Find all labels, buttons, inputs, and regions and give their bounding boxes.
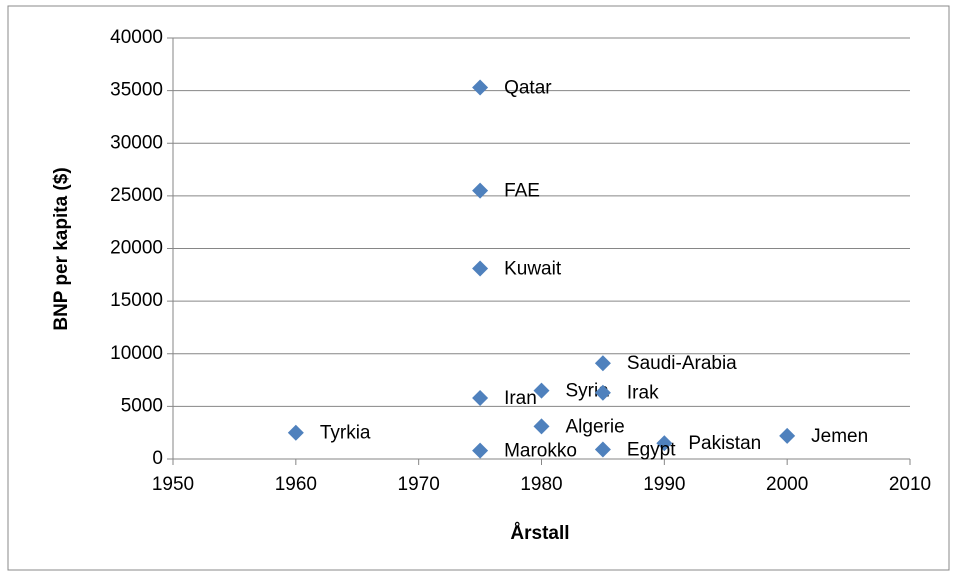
point-label: Iran [504, 388, 537, 409]
point [594, 355, 611, 372]
point-label: Pakistan [688, 433, 761, 454]
point-label: Syria [566, 381, 610, 402]
point-label: FAE [504, 181, 540, 202]
y-tick-label: 5000 [121, 395, 163, 416]
x-tick-label: 1970 [398, 474, 440, 495]
point-label: Egypt [627, 440, 676, 461]
point-label: Marokko [504, 441, 577, 462]
x-tick-label: 1990 [643, 474, 685, 495]
chart-frame [7, 5, 950, 571]
point-label: Qatar [504, 77, 552, 98]
point [656, 435, 673, 452]
point [533, 418, 550, 435]
point [472, 442, 489, 459]
y-tick-label: 15000 [110, 290, 163, 311]
x-tick-label: 2010 [889, 474, 931, 495]
y-tick-label: 35000 [110, 80, 163, 101]
point-label: Tyrkia [320, 423, 371, 444]
point [594, 384, 611, 401]
point [472, 182, 489, 199]
point [472, 260, 489, 277]
point-label: Saudi-Arabia [627, 353, 737, 374]
x-tick-label: 1960 [275, 474, 317, 495]
x-tick-label: 1950 [152, 474, 194, 495]
point [472, 389, 489, 406]
y-axis-title: BNP per kapita ($) [51, 167, 72, 330]
point [287, 424, 304, 441]
y-tick-label: 20000 [110, 238, 163, 259]
point-label: Irak [627, 383, 659, 404]
y-tick-label: 0 [152, 448, 163, 469]
point-label: Algerie [566, 416, 625, 437]
point-label: Jemen [811, 426, 868, 447]
point [533, 382, 550, 399]
x-axis-title: Årstall [510, 523, 569, 544]
x-tick-label: 2000 [766, 474, 808, 495]
point-label: Kuwait [504, 259, 562, 280]
y-tick-label: 30000 [110, 132, 163, 153]
y-tick-label: 25000 [110, 185, 163, 206]
point [472, 79, 489, 96]
x-tick-label: 1980 [520, 474, 562, 495]
y-tick-label: 40000 [110, 27, 163, 48]
point [779, 427, 796, 444]
y-tick-label: 10000 [110, 343, 163, 364]
point [594, 441, 611, 458]
